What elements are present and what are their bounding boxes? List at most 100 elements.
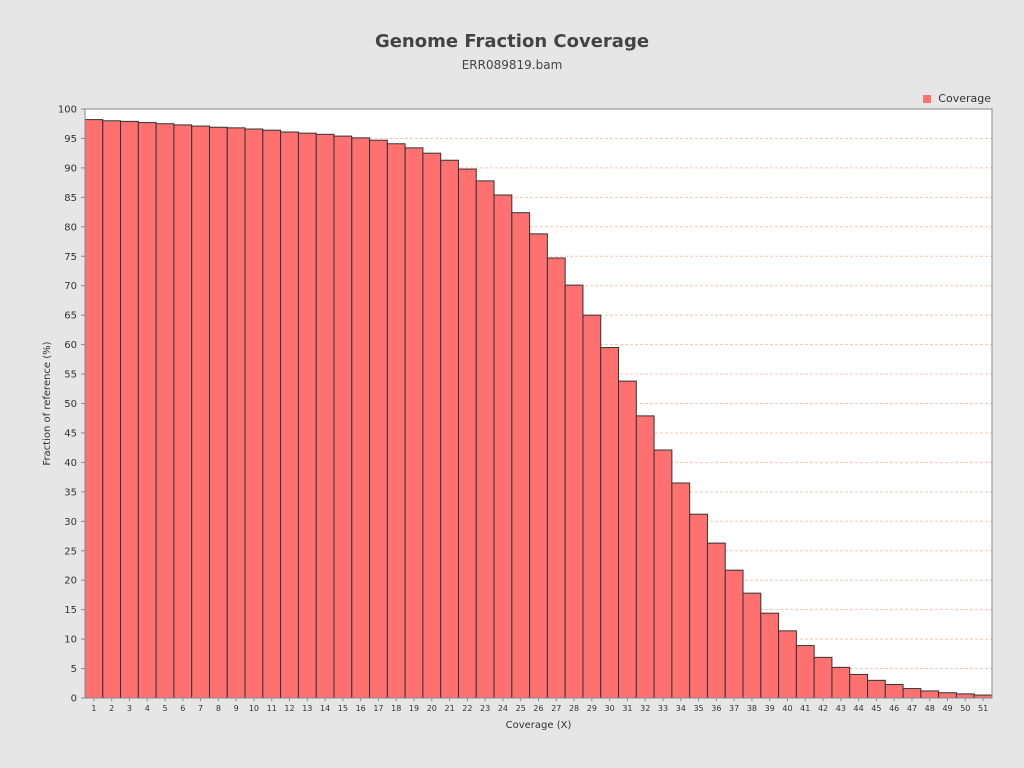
bar [404, 147, 424, 699]
x-tick-label: 27 [551, 704, 561, 713]
x-tick-label: 18 [391, 704, 401, 713]
x-tick-label: 28 [569, 704, 579, 713]
bar [475, 180, 495, 699]
bar [742, 592, 762, 699]
y-tick-label: 50 [64, 399, 77, 410]
x-tick-label: 32 [640, 704, 650, 713]
chart-subtitle: ERR089819.bam [461, 58, 563, 72]
bar [564, 284, 584, 699]
x-tick-label: 50 [960, 704, 970, 713]
bar [706, 542, 726, 699]
x-tick-label: 33 [658, 704, 668, 713]
x-tick-label: 45 [871, 704, 881, 713]
bar [795, 645, 815, 699]
x-tick-label: 3 [127, 704, 132, 713]
x-tick-label: 40 [782, 704, 792, 713]
x-tick-label: 14 [320, 704, 330, 713]
x-tick-label: 23 [480, 704, 490, 713]
x-tick-label: 15 [338, 704, 348, 713]
y-tick-label: 100 [58, 105, 77, 116]
x-tick-label: 5 [162, 704, 167, 713]
bar [867, 679, 886, 699]
bar [689, 513, 708, 699]
legend-swatch [923, 94, 932, 103]
plot-border [84, 108, 993, 699]
y-axis-label: Fraction of reference (%) [42, 341, 53, 465]
x-tick-label: 37 [729, 704, 739, 713]
x-tick-label: 11 [267, 704, 277, 713]
axes: 0510152025303540455055606570758085909510… [58, 105, 993, 713]
bar [422, 152, 442, 699]
y-tick-label: 15 [64, 605, 77, 616]
bar [297, 132, 317, 699]
bar [653, 449, 673, 699]
bar [457, 168, 477, 699]
bar [262, 129, 282, 699]
bar [120, 120, 139, 699]
bar [102, 120, 122, 699]
bar [813, 656, 833, 699]
bar [849, 673, 869, 699]
legend-label: Coverage [938, 92, 991, 105]
y-tick-label: 5 [71, 664, 77, 675]
bar [938, 692, 957, 699]
y-tick-label: 85 [64, 193, 77, 204]
x-tick-label: 2 [109, 704, 114, 713]
bar [920, 690, 940, 699]
bar [671, 482, 691, 699]
x-tick-label: 44 [854, 704, 864, 713]
y-tick-label: 95 [64, 134, 77, 145]
y-tick-label: 80 [64, 222, 77, 233]
x-tick-label: 51 [978, 704, 988, 713]
bar [244, 128, 264, 699]
x-tick-label: 42 [818, 704, 828, 713]
x-tick-label: 7 [198, 704, 203, 713]
y-tick-label: 65 [64, 311, 77, 322]
bar [760, 612, 780, 699]
x-tick-label: 29 [587, 704, 597, 713]
x-tick-label: 9 [234, 704, 239, 713]
bar [84, 119, 104, 699]
x-tick-label: 13 [302, 704, 312, 713]
x-tick-label: 20 [427, 704, 437, 713]
y-tick-label: 35 [64, 487, 77, 498]
y-tick-label: 90 [64, 163, 77, 174]
y-tick-label: 30 [64, 517, 77, 528]
x-tick-label: 31 [622, 704, 632, 713]
y-tick-label: 20 [64, 576, 77, 587]
x-tick-label: 12 [284, 704, 294, 713]
bar [226, 127, 246, 699]
legend: Coverage [923, 92, 991, 105]
bar [386, 143, 406, 699]
bar [529, 233, 548, 699]
x-tick-label: 25 [516, 704, 526, 713]
bar [778, 630, 797, 699]
bar [280, 131, 299, 699]
x-tick-label: 48 [925, 704, 935, 713]
x-tick-label: 38 [747, 704, 757, 713]
y-tick-label: 10 [64, 635, 77, 646]
bar [831, 666, 851, 699]
x-tick-label: 35 [693, 704, 703, 713]
bar [440, 159, 459, 699]
x-axis-label: Coverage (X) [506, 720, 572, 731]
x-tick-label: 17 [373, 704, 383, 713]
chart-title: Genome Fraction Coverage [374, 31, 650, 52]
bar [351, 137, 371, 699]
bar [724, 569, 744, 699]
bar [333, 135, 353, 699]
bar [173, 124, 193, 699]
y-tick-label: 0 [71, 694, 77, 705]
bar [955, 693, 975, 699]
bar [582, 314, 602, 699]
y-tick-label: 70 [64, 281, 77, 292]
bar [546, 257, 566, 699]
bar [155, 123, 175, 699]
x-tick-label: 24 [498, 704, 508, 713]
y-tick-label: 75 [64, 252, 77, 263]
y-tick-label: 45 [64, 428, 77, 439]
bar [137, 122, 157, 699]
x-tick-label: 30 [605, 704, 615, 713]
bar [493, 194, 513, 699]
bar [635, 415, 655, 699]
